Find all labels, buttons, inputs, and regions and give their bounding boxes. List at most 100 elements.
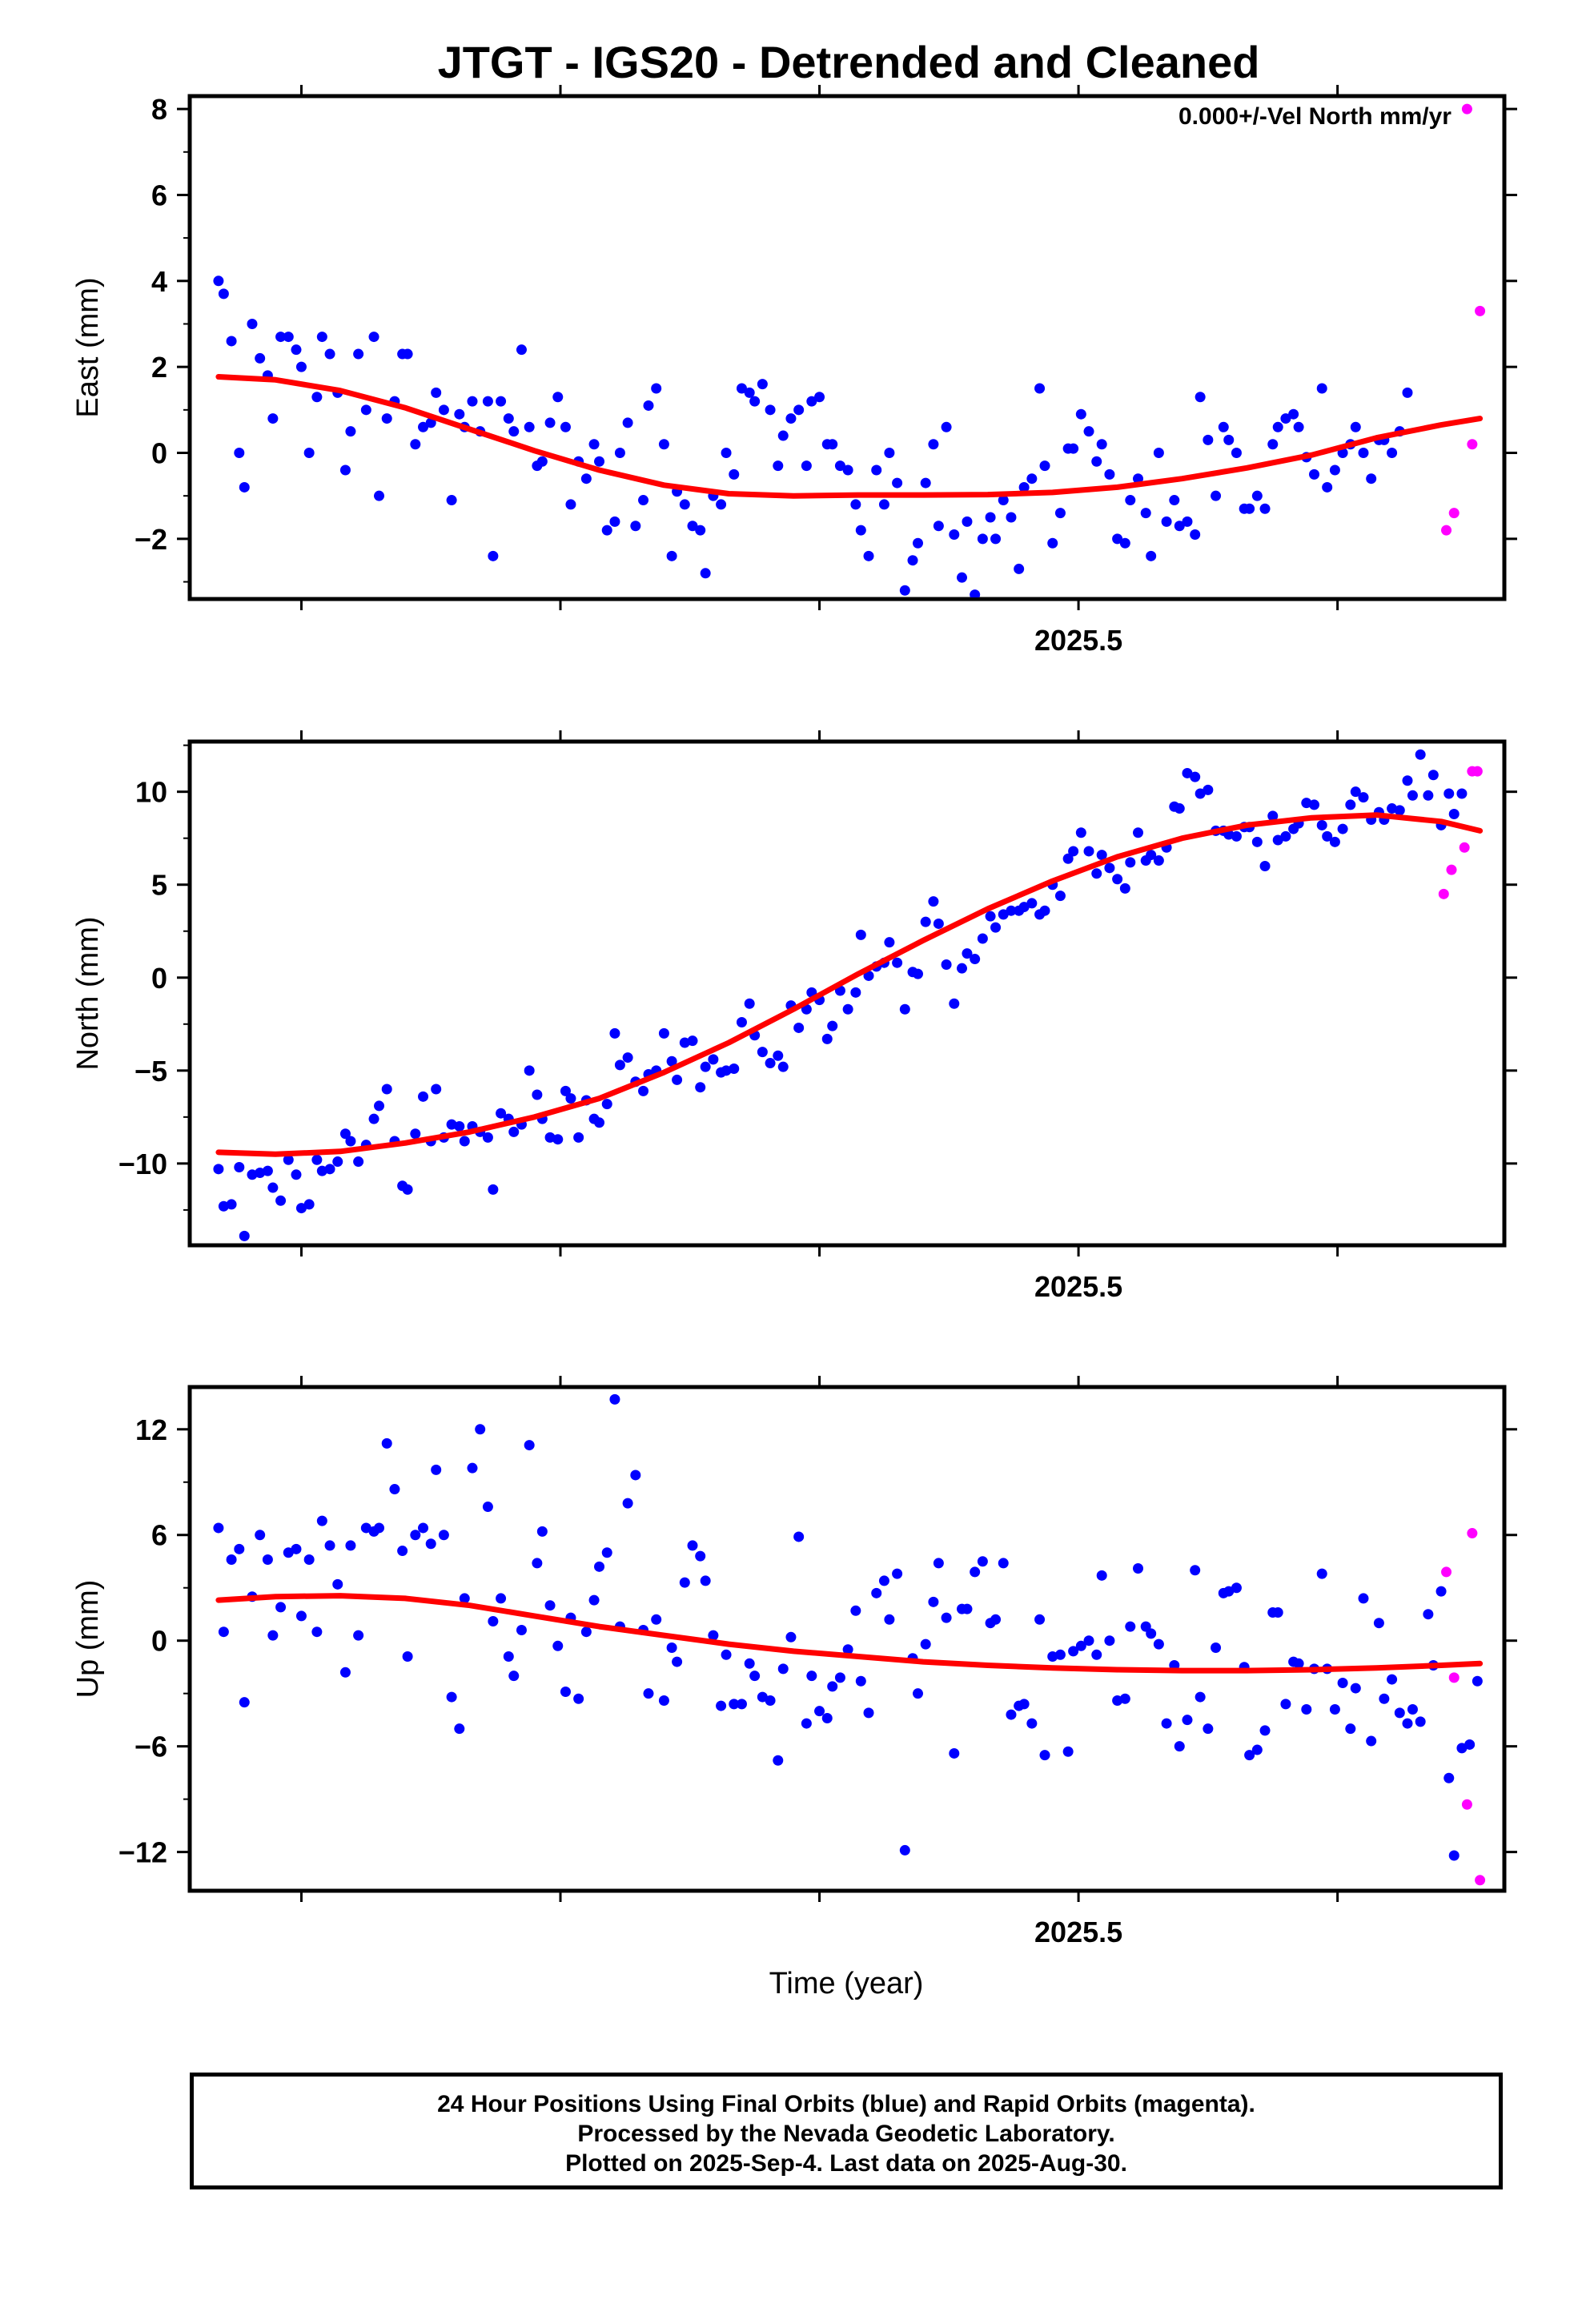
east-final-point: [544, 417, 556, 428]
up-final-point: [1112, 1695, 1123, 1706]
east-rapid-point: [1461, 103, 1472, 115]
north-final-point: [303, 1199, 315, 1210]
east-final-point: [1112, 533, 1123, 545]
up-final-point: [1153, 1638, 1164, 1650]
north-final-point: [1415, 749, 1426, 760]
east-final-point: [1231, 448, 1242, 459]
east-final-point: [1387, 448, 1398, 459]
east-final-point: [1174, 521, 1185, 532]
up-ytick-label: 12: [135, 1413, 167, 1446]
north-ytick-label: 10: [135, 776, 167, 809]
north-final-point: [402, 1184, 413, 1195]
up-final-point: [1161, 1718, 1172, 1729]
up-final-point: [552, 1640, 564, 1651]
east-rapid-point: [1448, 508, 1460, 519]
north-final-point: [977, 933, 988, 944]
east-final-point: [757, 379, 768, 390]
north-final-point: [793, 1022, 805, 1033]
up-final-point: [643, 1688, 654, 1699]
up-final-point: [1358, 1593, 1369, 1604]
north-final-point: [985, 911, 996, 922]
up-final-point: [431, 1464, 442, 1475]
east-final-point: [467, 396, 478, 407]
up-final-point: [672, 1656, 683, 1667]
east-final-point: [765, 404, 776, 416]
east-final-point: [1075, 408, 1086, 420]
up-final-point: [842, 1644, 853, 1655]
east-final-point: [863, 550, 874, 561]
north-final-point: [524, 1065, 535, 1076]
up-final-point: [1407, 1703, 1418, 1715]
up-final-point: [651, 1614, 662, 1625]
east-final-point: [990, 533, 1002, 545]
up-final-point: [1316, 1568, 1327, 1579]
east-final-point: [425, 417, 436, 428]
east-final-point: [1133, 473, 1144, 485]
north-rapid-point: [1446, 864, 1457, 875]
north-final-point: [262, 1165, 273, 1176]
north-final-point: [1394, 805, 1405, 816]
north-final-point: [1427, 770, 1439, 781]
up-final-point: [695, 1550, 706, 1562]
north-final-point: [638, 1085, 649, 1096]
north-ytick-label: 0: [151, 962, 167, 995]
up-final-point: [990, 1614, 1002, 1625]
east-final-point: [949, 529, 960, 540]
up-final-point: [1104, 1635, 1115, 1647]
north-final-point: [565, 1093, 576, 1104]
east-final-point: [560, 421, 571, 432]
north-final-point: [949, 998, 960, 1009]
east-final-point: [374, 490, 385, 501]
east-final-point: [496, 396, 507, 407]
east-final-point: [1322, 481, 1333, 493]
north-final-point: [1195, 788, 1206, 799]
north-final-point: [311, 1154, 323, 1165]
east-final-point: [239, 481, 250, 493]
north-final-point: [1251, 836, 1263, 847]
up-final-point: [773, 1755, 784, 1766]
north-final-point: [744, 998, 755, 1009]
up-final-point: [1301, 1703, 1312, 1715]
north-final-point: [700, 1061, 711, 1072]
north-panel: −10 −5 0 5 10 2025.5 North (mm): [71, 730, 1517, 1303]
up-final-point: [1223, 1586, 1235, 1597]
up-final-point: [1464, 1739, 1476, 1750]
up-rapid-point: [1461, 1799, 1472, 1810]
east-final-point: [508, 426, 520, 437]
east-final-point: [729, 468, 740, 480]
up-final-point: [777, 1663, 789, 1675]
north-final-point: [275, 1195, 287, 1206]
up-final-point: [1402, 1718, 1413, 1729]
north-final-point: [353, 1156, 364, 1168]
east-ytick-label: 2: [151, 351, 167, 384]
north-final-point: [1182, 767, 1193, 778]
east-final-point: [977, 533, 988, 545]
east-final-point: [878, 499, 889, 510]
east-final-point: [580, 473, 592, 485]
north-final-point: [1345, 799, 1356, 810]
up-ytick-label: 0: [151, 1625, 167, 1658]
up-ytick-label: 6: [151, 1519, 167, 1552]
up-final-point: [1182, 1715, 1193, 1726]
up-final-point: [785, 1631, 797, 1642]
north-final-point: [672, 1074, 683, 1085]
up-final-point: [1345, 1723, 1356, 1735]
up-final-point: [1195, 1691, 1206, 1703]
east-fit-line: [215, 374, 1484, 499]
east-final-point: [1259, 503, 1271, 514]
east-final-point: [1251, 490, 1263, 501]
north-final-point: [381, 1084, 392, 1095]
up-final-point: [524, 1440, 535, 1451]
up-final-point: [459, 1593, 470, 1604]
east-final-point: [1203, 434, 1214, 445]
east-final-point: [1054, 508, 1066, 519]
east-final-point: [1039, 460, 1050, 472]
up-final-point: [1231, 1582, 1242, 1594]
up-final-point: [418, 1522, 429, 1534]
north-final-point: [601, 1099, 612, 1110]
up-final-point: [234, 1543, 245, 1554]
up-final-point: [1039, 1750, 1050, 1761]
up-final-point: [1329, 1703, 1340, 1715]
east-final-point: [255, 352, 266, 364]
east-final-point: [1267, 439, 1279, 450]
